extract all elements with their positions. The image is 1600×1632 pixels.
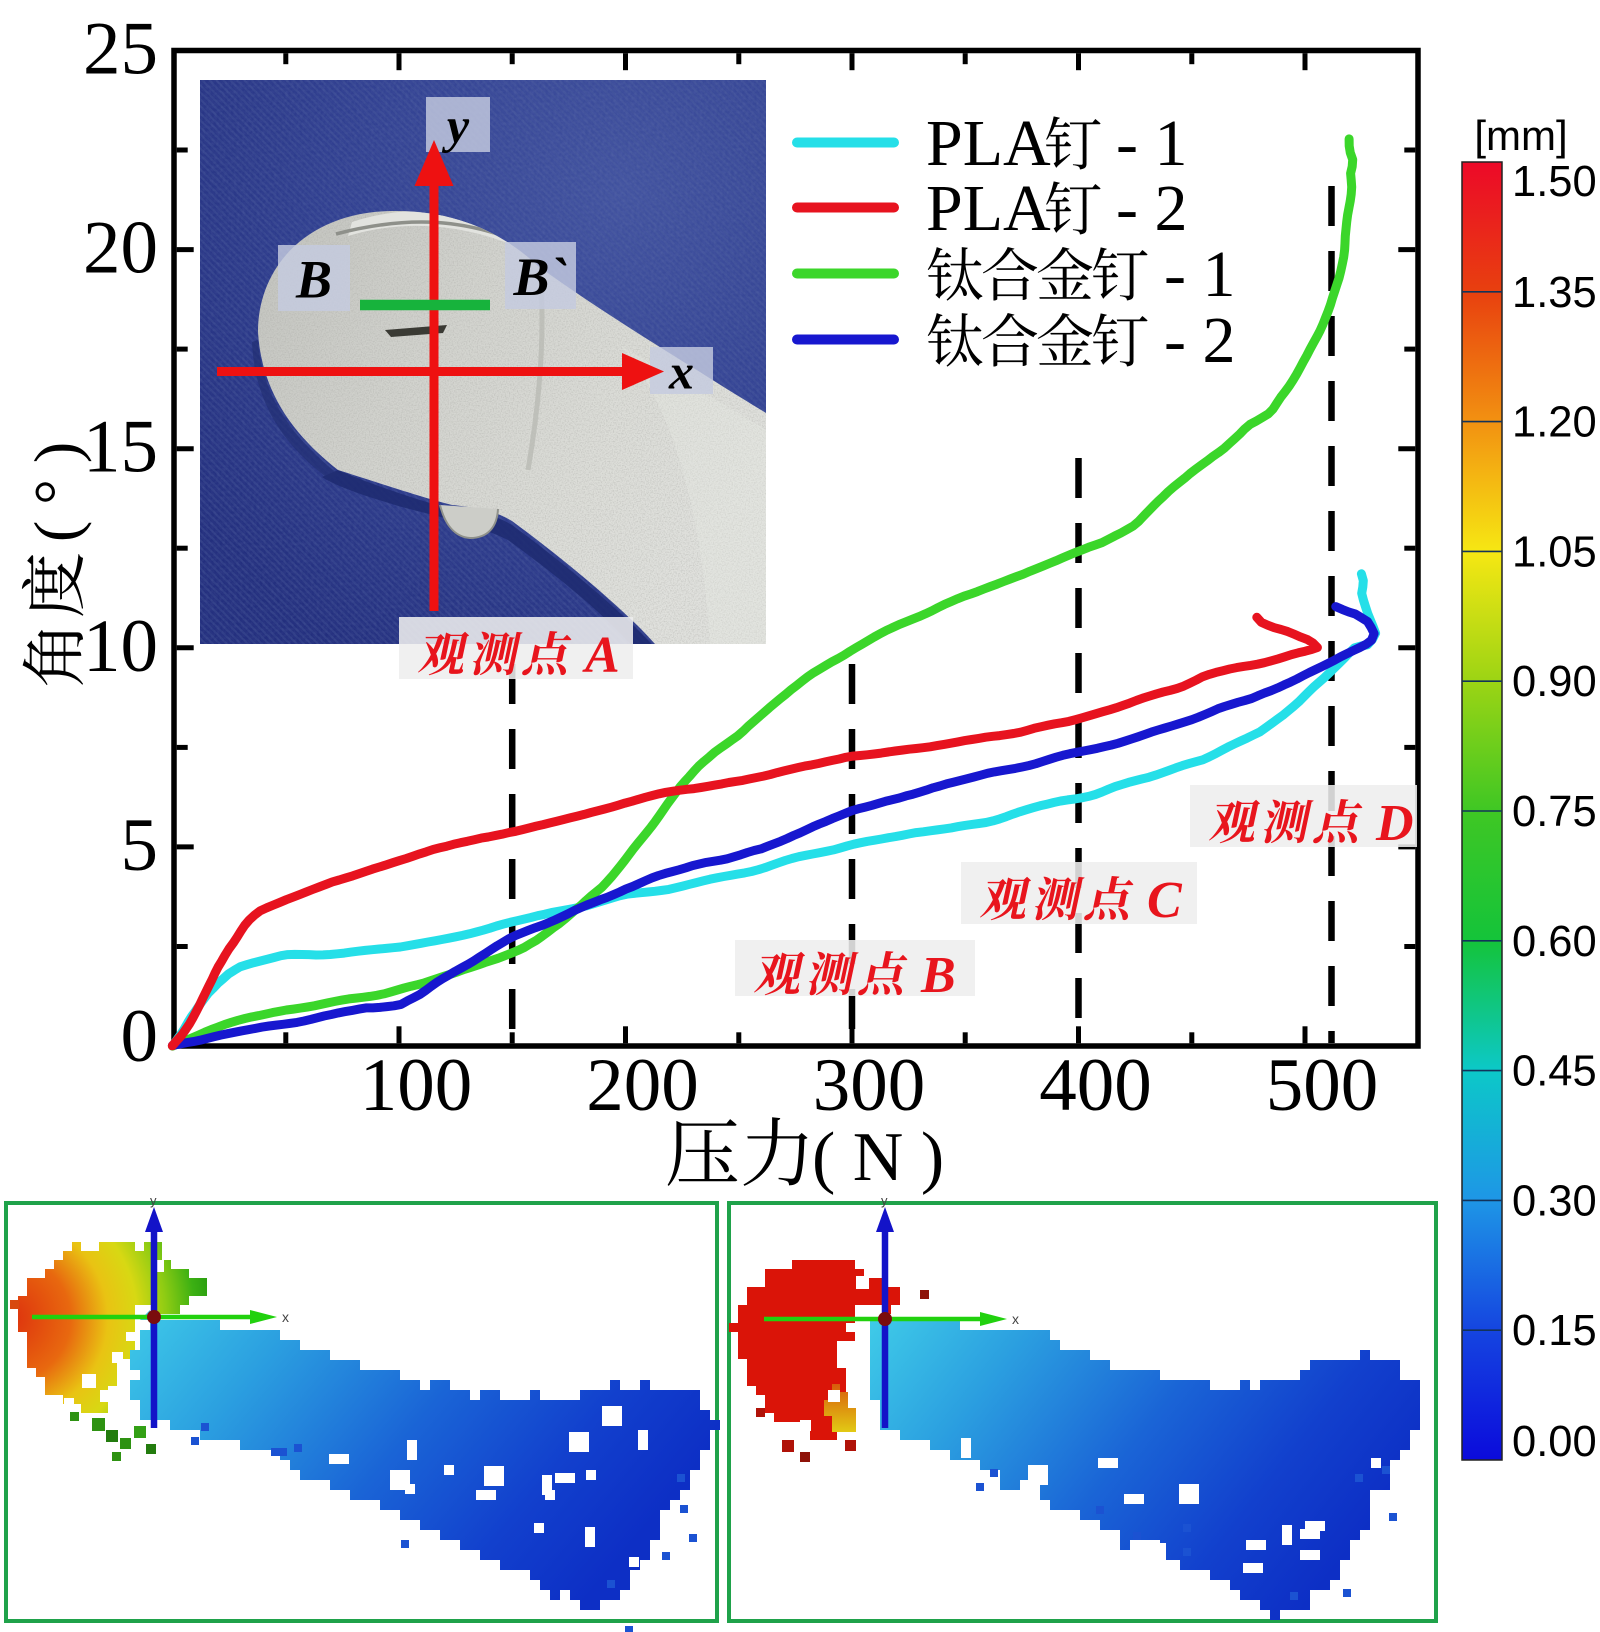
- svg-text:y: y: [881, 1193, 888, 1208]
- svg-text:0.60: 0.60: [1512, 918, 1597, 966]
- svg-text:200: 200: [586, 1044, 699, 1127]
- svg-text:B`: B`: [513, 247, 568, 307]
- svg-text:0.30: 0.30: [1512, 1177, 1597, 1225]
- svg-text:400: 400: [1039, 1044, 1152, 1127]
- svg-text:1.20: 1.20: [1512, 399, 1597, 447]
- svg-text:10: 10: [83, 605, 158, 688]
- svg-text:B: B: [295, 249, 332, 309]
- svg-text:500: 500: [1266, 1044, 1379, 1127]
- svg-text:300: 300: [813, 1044, 926, 1127]
- svg-text:B: B: [920, 947, 956, 1004]
- svg-text:A: A: [582, 627, 620, 684]
- svg-text:0.00: 0.00: [1512, 1418, 1597, 1466]
- svg-text:5: 5: [121, 804, 159, 887]
- svg-text:- 2: - 2: [1116, 172, 1187, 245]
- svg-text:0.75: 0.75: [1512, 788, 1597, 836]
- svg-text:0.90: 0.90: [1512, 658, 1597, 706]
- svg-text:0.45: 0.45: [1512, 1048, 1597, 1096]
- svg-text:x: x: [668, 344, 694, 400]
- svg-text:15: 15: [83, 406, 158, 489]
- svg-text:x: x: [1012, 1311, 1019, 1327]
- svg-text:0: 0: [121, 995, 159, 1078]
- svg-text:PLA: PLA: [926, 172, 1051, 245]
- svg-text:1.50: 1.50: [1512, 158, 1597, 206]
- svg-text:PLA: PLA: [926, 107, 1051, 180]
- svg-text:( N ): ( N ): [812, 1119, 944, 1196]
- svg-text:( ° ): ( ° ): [21, 442, 92, 542]
- svg-text:1.05: 1.05: [1512, 528, 1597, 576]
- svg-text:D: D: [1375, 795, 1414, 852]
- svg-text:- 1: - 1: [1116, 107, 1187, 180]
- svg-text:20: 20: [83, 207, 158, 290]
- svg-text:C: C: [1147, 872, 1183, 929]
- svg-text:- 1: - 1: [1164, 238, 1235, 311]
- svg-text:x: x: [282, 1309, 289, 1325]
- svg-text:y: y: [442, 98, 470, 154]
- svg-text:1.35: 1.35: [1512, 269, 1597, 317]
- svg-text:0.15: 0.15: [1512, 1307, 1597, 1355]
- svg-text:y: y: [150, 1193, 157, 1208]
- svg-text:25: 25: [83, 8, 158, 91]
- svg-text:[mm]: [mm]: [1474, 112, 1567, 159]
- svg-text:- 2: - 2: [1164, 304, 1235, 377]
- svg-text:100: 100: [360, 1044, 473, 1127]
